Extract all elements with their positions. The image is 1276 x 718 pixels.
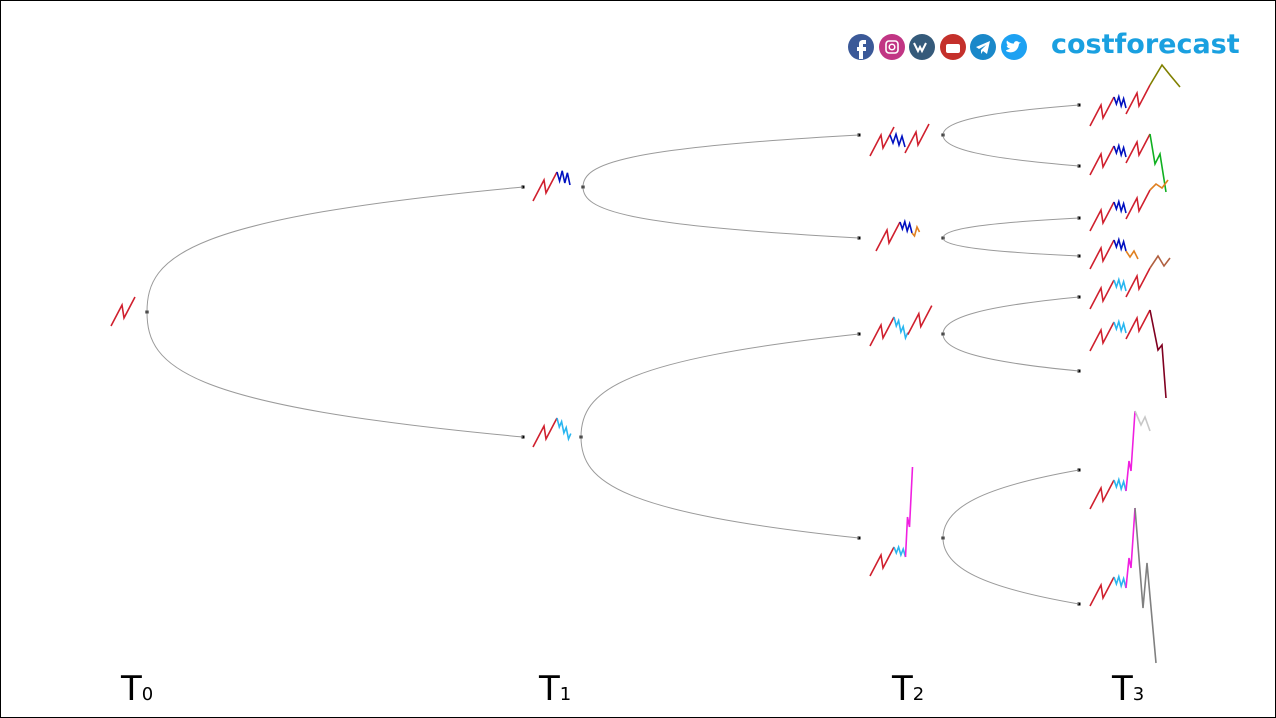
- time-label: T3: [1111, 669, 1144, 709]
- edge: [942, 296, 1080, 335]
- sparkline: [532, 171, 558, 202]
- sparkline: [1089, 321, 1115, 352]
- time-label-sub: 2: [913, 684, 924, 705]
- sparkline: [904, 466, 914, 558]
- sparkline: [904, 123, 930, 154]
- sparkline: [1125, 507, 1136, 589]
- time-label-sub: 1: [560, 684, 571, 705]
- edge: [146, 186, 524, 313]
- sparkline: [893, 316, 909, 341]
- telegram-icon[interactable]: [970, 34, 996, 60]
- sparkline: [1125, 267, 1151, 298]
- time-label-sub: 3: [1133, 684, 1144, 705]
- sparkline: [1089, 145, 1115, 176]
- sparkline: [1149, 133, 1167, 193]
- sparkline: [1113, 93, 1127, 109]
- sparkline: [1089, 479, 1115, 510]
- glyphs: [110, 63, 1181, 664]
- twitter-glyph: [1006, 40, 1021, 53]
- sparkline: [1113, 276, 1127, 292]
- sparkline: [889, 131, 906, 148]
- instagram-glyph: [885, 40, 899, 54]
- time-label: T0: [120, 669, 153, 709]
- sparkline: [1125, 410, 1136, 492]
- sparkline: [1125, 309, 1151, 340]
- time-label: T1: [538, 669, 571, 709]
- telegram-glyph: [976, 41, 990, 54]
- sparkline: [875, 221, 901, 252]
- time-label: T2: [891, 669, 924, 709]
- sparkline: [1134, 507, 1157, 664]
- edge: [942, 217, 1080, 239]
- tree: [145, 103, 1081, 606]
- sparkline: [907, 305, 933, 335]
- vk-glyph: [913, 42, 927, 54]
- edge: [942, 237, 1080, 257]
- sparkline: [1125, 133, 1151, 164]
- sparkline: [893, 544, 907, 558]
- sparkline: [1113, 198, 1127, 214]
- time-label-base: T: [538, 669, 560, 709]
- edge: [582, 134, 860, 188]
- edge: [942, 333, 1080, 372]
- time-label-sub: 0: [142, 684, 153, 705]
- time-label-base: T: [1111, 669, 1133, 709]
- vk-icon[interactable]: [909, 34, 935, 60]
- sparkline: [1125, 189, 1151, 220]
- sparkline: [1089, 279, 1115, 310]
- sparkline: [1113, 236, 1127, 252]
- sparkline: [532, 417, 558, 448]
- sparkline: [1149, 254, 1171, 269]
- edge: [146, 311, 524, 438]
- sparkline: [1089, 239, 1115, 270]
- sparkline: [1125, 249, 1139, 260]
- sparkline: [869, 546, 895, 577]
- edge: [580, 333, 860, 438]
- sparkline: [869, 316, 895, 347]
- edge: [942, 134, 1080, 167]
- sparkline: [556, 170, 571, 186]
- sparkline: [110, 296, 136, 327]
- sparkline: [869, 126, 895, 157]
- social-icons: [848, 34, 1027, 60]
- edge: [580, 436, 860, 539]
- sparkline: [1149, 63, 1181, 88]
- sparkline: [1089, 96, 1115, 127]
- sparkline: [1089, 201, 1115, 232]
- brand-name[interactable]: costforecast: [1051, 29, 1240, 60]
- instagram-icon[interactable]: [879, 34, 905, 60]
- sparkline: [899, 218, 913, 234]
- sparkline: [1113, 318, 1127, 334]
- sparkline: [1149, 179, 1169, 191]
- youtube-glyph: [946, 44, 960, 53]
- sparkline: [1113, 476, 1127, 492]
- sparkline: [1134, 410, 1151, 432]
- edge: [942, 104, 1080, 136]
- sparkline: [1149, 309, 1167, 399]
- edge: [582, 186, 860, 239]
- time-label-base: T: [891, 669, 913, 709]
- sparkline: [1089, 576, 1115, 607]
- sparkline: [1113, 573, 1127, 589]
- sparkline: [556, 417, 572, 442]
- sparkline: [1125, 84, 1151, 115]
- sparkline: [1113, 142, 1127, 158]
- time-label-base: T: [120, 669, 142, 709]
- facebook-glyph: [857, 40, 866, 59]
- edge: [942, 537, 1080, 605]
- sparkline: [911, 224, 921, 238]
- edge: [942, 469, 1080, 539]
- instagram-glyph: [888, 43, 896, 51]
